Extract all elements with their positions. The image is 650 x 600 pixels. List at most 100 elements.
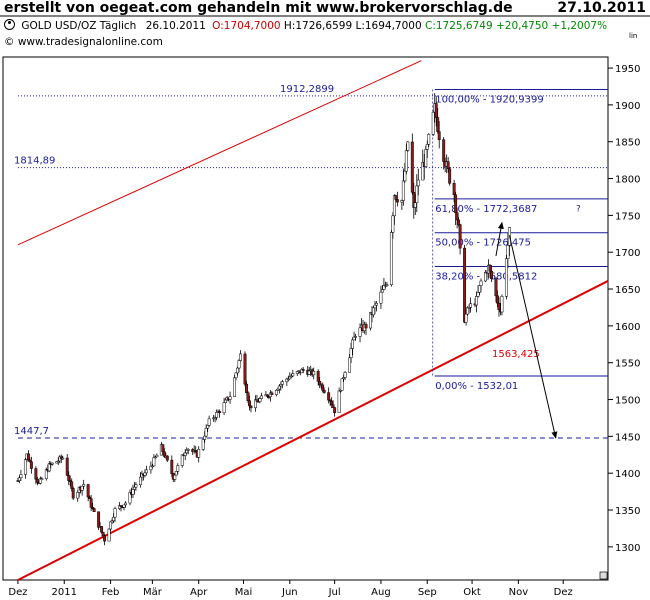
candle-body [484,271,487,282]
candle-body [497,302,501,310]
candle-body [50,462,54,465]
candle-body [327,392,331,401]
candle-body [109,521,113,530]
candle-body [265,394,269,397]
candle-body [274,390,278,395]
candle-body [215,412,219,418]
support-trendline [17,280,609,581]
candle-body [23,459,27,475]
candle-body [373,304,377,309]
candle-body [224,399,228,403]
candle-body [26,453,30,461]
level-1447-label: 1447,7 [14,426,49,437]
candle-body [86,484,90,498]
candle-body [173,474,177,480]
candle-body [385,284,389,286]
candle-body [234,372,238,379]
y-tick-label: 1600 [615,322,640,333]
candle-body [222,402,226,413]
candle-body [183,452,187,456]
candle-body [476,292,480,297]
chart-title: erstellt von oegeat.com gehandeln mit ww… [4,0,513,16]
fib-label-2: 50,00% - 1726,475 [435,238,531,249]
x-tick-label: 2011 [52,587,77,598]
candle-body [415,185,419,204]
candle-body [67,475,71,481]
candle-body [394,195,398,200]
candle-body [406,141,410,151]
candle-body [243,353,247,385]
candle-body [29,461,33,469]
candle-body [133,486,136,490]
candle-body [349,348,353,359]
candle-body [162,451,166,457]
candle-body [65,457,69,476]
y-tick-label: 1900 [615,101,640,112]
candle-body [301,369,305,371]
candle-body [469,303,473,308]
y-tick-label: 1450 [615,432,640,443]
candle-body [206,425,210,429]
candle-body [254,399,257,409]
candle-body [479,280,483,286]
candle-body [452,183,456,196]
candle-body [71,488,75,499]
y-tick-label: 1850 [615,138,640,149]
candle-body [97,511,101,528]
candle-body [76,492,80,499]
candle-body [500,296,504,313]
candle-body [17,477,21,481]
x-tick-label: Mär [143,587,163,598]
candle-body [204,427,208,437]
candle-body [122,504,126,508]
candle-body [89,498,93,508]
candle-body [340,378,344,391]
candle-body [176,465,180,472]
y-tick-label: 1650 [615,285,640,296]
candle-body [239,353,242,361]
candle-body [410,141,414,193]
candle-body [458,224,462,249]
candle-body [19,474,23,479]
candle-body [246,392,250,402]
x-tick-label: Apr [190,587,208,598]
candle-body [446,161,450,170]
candle-body [348,357,352,373]
candle-body [207,418,211,426]
candle-body [478,285,481,293]
candle-body [339,390,343,392]
candle-body [170,459,174,474]
candle-body [259,395,263,399]
close-value: C:1725,6749 +20,4750 +1,2007% [424,20,608,32]
candle-body [138,476,142,485]
y-tick-label: 1300 [615,543,640,554]
candle-body [35,478,39,483]
candle-body [322,389,326,393]
candle-body [134,484,138,488]
candle-body [316,371,320,382]
x-tick-label: Mai [235,587,253,598]
candle-body [174,471,178,476]
candle-body [92,508,96,512]
candle-body [236,367,239,374]
candle-body [375,302,378,306]
candle-body [103,535,107,542]
candle-body [248,400,251,407]
candle-body [463,247,467,323]
candle-body [180,454,184,466]
candle-body [404,150,408,172]
candle-body [153,456,157,459]
x-tick-label: Feb [102,587,120,598]
candle-body [197,449,201,458]
candle-body [228,396,232,400]
candles [16,93,511,546]
y-tick-label: 1400 [615,469,640,480]
symbol-label: GOLD USD/OZ Täglich [21,20,137,32]
candle-body [107,528,111,542]
candle-body [131,489,135,495]
corner-marker [599,571,608,580]
candle-body [330,400,334,406]
candle-body [448,168,452,184]
candle-body [425,144,429,150]
